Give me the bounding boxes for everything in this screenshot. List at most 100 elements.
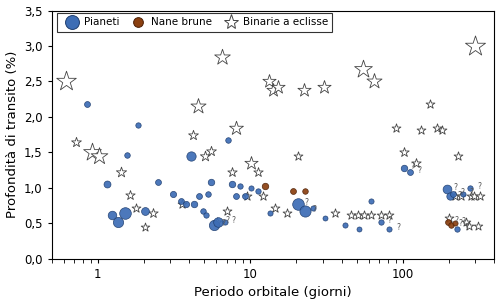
Point <box>347 213 355 217</box>
Point <box>214 220 222 224</box>
Point <box>223 208 231 213</box>
Point <box>62 79 70 84</box>
Point <box>207 149 215 153</box>
Point <box>476 194 484 199</box>
Point <box>341 222 349 227</box>
Legend: Pianeti, Nane brune, Binarie a eclisse: Pianeti, Nane brune, Binarie a eclisse <box>57 13 332 32</box>
Text: ?: ? <box>470 188 474 197</box>
Point <box>302 189 310 194</box>
Point <box>114 220 122 224</box>
Point <box>141 224 149 229</box>
Point <box>232 125 240 130</box>
Point <box>438 127 446 132</box>
Point <box>88 150 96 155</box>
Point <box>451 221 459 226</box>
Point <box>302 208 310 213</box>
Point <box>240 194 248 199</box>
Point <box>400 166 408 170</box>
Point <box>220 220 228 224</box>
Point <box>447 222 455 227</box>
Text: ?: ? <box>454 216 458 225</box>
Point <box>232 194 240 199</box>
Point <box>359 66 367 71</box>
Y-axis label: Profondità di transito (%): Profondità di transito (%) <box>6 51 18 218</box>
Point <box>117 170 125 175</box>
Point <box>206 180 214 185</box>
Point <box>360 213 368 217</box>
Point <box>406 170 414 175</box>
Point <box>377 220 385 224</box>
Point <box>470 194 478 199</box>
Text: ?: ? <box>458 219 462 228</box>
Point <box>356 227 364 231</box>
Point <box>386 227 394 231</box>
Point <box>199 208 207 213</box>
Point <box>300 88 308 92</box>
Point <box>462 220 470 224</box>
Point <box>417 127 425 132</box>
Point <box>466 185 474 190</box>
Point <box>459 191 467 196</box>
Point <box>108 213 116 217</box>
Point <box>443 187 451 192</box>
Point <box>270 88 278 92</box>
Point <box>367 213 375 217</box>
Text: ?: ? <box>312 205 316 214</box>
Point <box>294 201 302 206</box>
Point <box>126 192 134 197</box>
Text: ?: ? <box>396 223 400 232</box>
Point <box>248 185 256 190</box>
Point <box>122 152 130 157</box>
Point <box>248 161 256 166</box>
Point <box>150 210 158 215</box>
Point <box>453 227 461 231</box>
Point <box>412 161 420 166</box>
Text: ?: ? <box>457 191 461 199</box>
Point <box>187 153 195 158</box>
Point <box>132 205 140 210</box>
Point <box>202 213 209 217</box>
Point <box>254 170 262 175</box>
Text: ?: ? <box>460 188 464 197</box>
Text: ?: ? <box>221 219 225 228</box>
Point <box>72 139 80 144</box>
Point <box>134 123 142 128</box>
Point <box>254 189 262 194</box>
Point <box>392 125 400 130</box>
Point <box>154 180 162 185</box>
Point <box>450 191 458 196</box>
Point <box>320 85 328 90</box>
Point <box>168 191 176 196</box>
Point <box>377 213 385 217</box>
Text: ?: ? <box>478 182 482 191</box>
Point <box>218 54 226 59</box>
Text: ?: ? <box>232 216 235 225</box>
Point <box>310 205 318 210</box>
Point <box>370 79 378 84</box>
Point <box>321 215 329 220</box>
Point <box>288 189 296 194</box>
Point <box>432 125 440 130</box>
Point <box>182 201 190 206</box>
Point <box>266 210 274 215</box>
Point <box>236 184 244 189</box>
Point <box>474 223 482 228</box>
Point <box>468 194 475 199</box>
Point <box>264 79 272 84</box>
Point <box>331 210 339 215</box>
Point <box>213 220 221 224</box>
Point <box>261 184 269 189</box>
Point <box>283 210 291 215</box>
Point <box>103 182 111 187</box>
Text: ?: ? <box>417 167 421 175</box>
Point <box>176 198 184 203</box>
Point <box>294 153 302 158</box>
Point <box>354 213 362 217</box>
Text: ?: ? <box>411 162 415 171</box>
Point <box>444 215 452 220</box>
Point <box>95 153 103 158</box>
Point <box>83 102 91 107</box>
Point <box>243 194 251 199</box>
Point <box>386 213 394 217</box>
Point <box>194 104 202 109</box>
